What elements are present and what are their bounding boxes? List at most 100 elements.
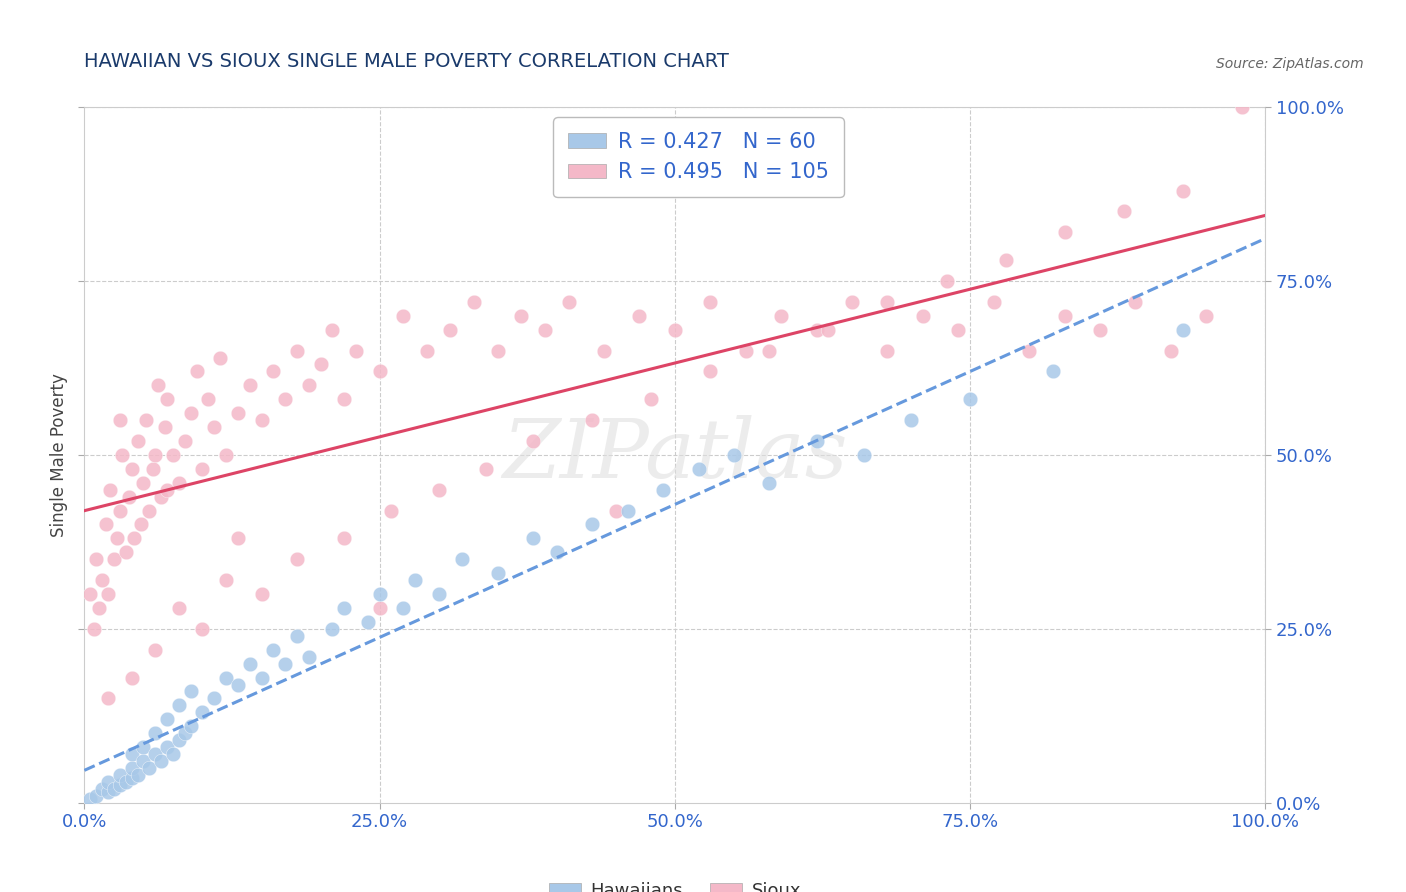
Point xyxy=(994,253,1017,268)
Point xyxy=(162,448,184,462)
Point xyxy=(416,343,439,358)
Point xyxy=(150,490,173,504)
Point xyxy=(180,684,202,698)
Point xyxy=(900,413,922,427)
Point xyxy=(285,629,308,643)
Point xyxy=(143,747,166,761)
Point xyxy=(180,719,202,733)
Point xyxy=(333,392,356,407)
Point xyxy=(522,532,544,546)
Point xyxy=(616,503,638,517)
Point xyxy=(121,761,143,775)
Point xyxy=(127,768,149,782)
Point xyxy=(118,490,141,504)
Point xyxy=(1195,309,1218,323)
Point xyxy=(173,434,195,448)
Point xyxy=(156,712,179,726)
Point xyxy=(321,622,343,636)
Point xyxy=(368,587,391,601)
Point xyxy=(427,483,450,497)
Point xyxy=(298,649,321,664)
Point xyxy=(122,532,145,546)
Point xyxy=(1018,343,1040,358)
Point xyxy=(948,323,970,337)
Point xyxy=(534,323,557,337)
Point xyxy=(486,566,509,581)
Point xyxy=(1230,100,1253,114)
Point xyxy=(463,294,485,309)
Point xyxy=(91,573,114,587)
Point xyxy=(167,698,190,713)
Point xyxy=(628,309,651,323)
Text: ZIPatlas: ZIPatlas xyxy=(502,415,848,495)
Point xyxy=(368,364,391,378)
Point xyxy=(758,475,780,490)
Point xyxy=(522,434,544,448)
Point xyxy=(103,552,125,566)
Point xyxy=(142,462,165,476)
Y-axis label: Single Male Poverty: Single Male Poverty xyxy=(49,373,67,537)
Point xyxy=(806,323,828,337)
Point xyxy=(226,406,249,420)
Point xyxy=(546,545,568,559)
Point xyxy=(333,601,356,615)
Point xyxy=(108,778,131,792)
Point xyxy=(1125,294,1147,309)
Point xyxy=(1160,343,1182,358)
Point xyxy=(451,552,474,566)
Point xyxy=(298,378,321,392)
Point xyxy=(262,642,284,657)
Point xyxy=(91,781,114,796)
Point xyxy=(215,671,238,685)
Point xyxy=(841,294,863,309)
Point xyxy=(143,642,166,657)
Point xyxy=(486,343,509,358)
Point xyxy=(605,503,627,517)
Point xyxy=(876,294,898,309)
Point xyxy=(121,772,143,786)
Point xyxy=(114,775,136,789)
Point xyxy=(250,413,273,427)
Point xyxy=(274,392,297,407)
Point xyxy=(640,392,662,407)
Point xyxy=(127,434,149,448)
Point xyxy=(138,761,160,775)
Point xyxy=(156,392,179,407)
Point xyxy=(852,448,875,462)
Point xyxy=(191,622,214,636)
Point xyxy=(226,532,249,546)
Point xyxy=(427,587,450,601)
Point xyxy=(309,358,332,372)
Point xyxy=(664,323,686,337)
Point xyxy=(368,601,391,615)
Point xyxy=(770,309,793,323)
Point xyxy=(167,733,190,747)
Point xyxy=(108,768,131,782)
Point xyxy=(138,503,160,517)
Point xyxy=(959,392,981,407)
Point xyxy=(1042,364,1064,378)
Point xyxy=(1171,323,1194,337)
Point xyxy=(83,622,105,636)
Point xyxy=(817,323,839,337)
Point xyxy=(98,483,121,497)
Point xyxy=(84,552,107,566)
Point xyxy=(239,657,262,671)
Point xyxy=(191,462,214,476)
Point xyxy=(333,532,356,546)
Point xyxy=(983,294,1005,309)
Point xyxy=(699,364,721,378)
Point xyxy=(202,420,225,434)
Point xyxy=(202,691,225,706)
Point xyxy=(1171,184,1194,198)
Point xyxy=(1088,323,1111,337)
Point xyxy=(581,517,603,532)
Point xyxy=(911,309,934,323)
Point xyxy=(321,323,343,337)
Point xyxy=(97,691,120,706)
Point xyxy=(652,483,675,497)
Point xyxy=(581,413,603,427)
Text: HAWAIIAN VS SIOUX SINGLE MALE POVERTY CORRELATION CHART: HAWAIIAN VS SIOUX SINGLE MALE POVERTY CO… xyxy=(84,53,730,71)
Point xyxy=(167,601,190,615)
Point xyxy=(285,552,308,566)
